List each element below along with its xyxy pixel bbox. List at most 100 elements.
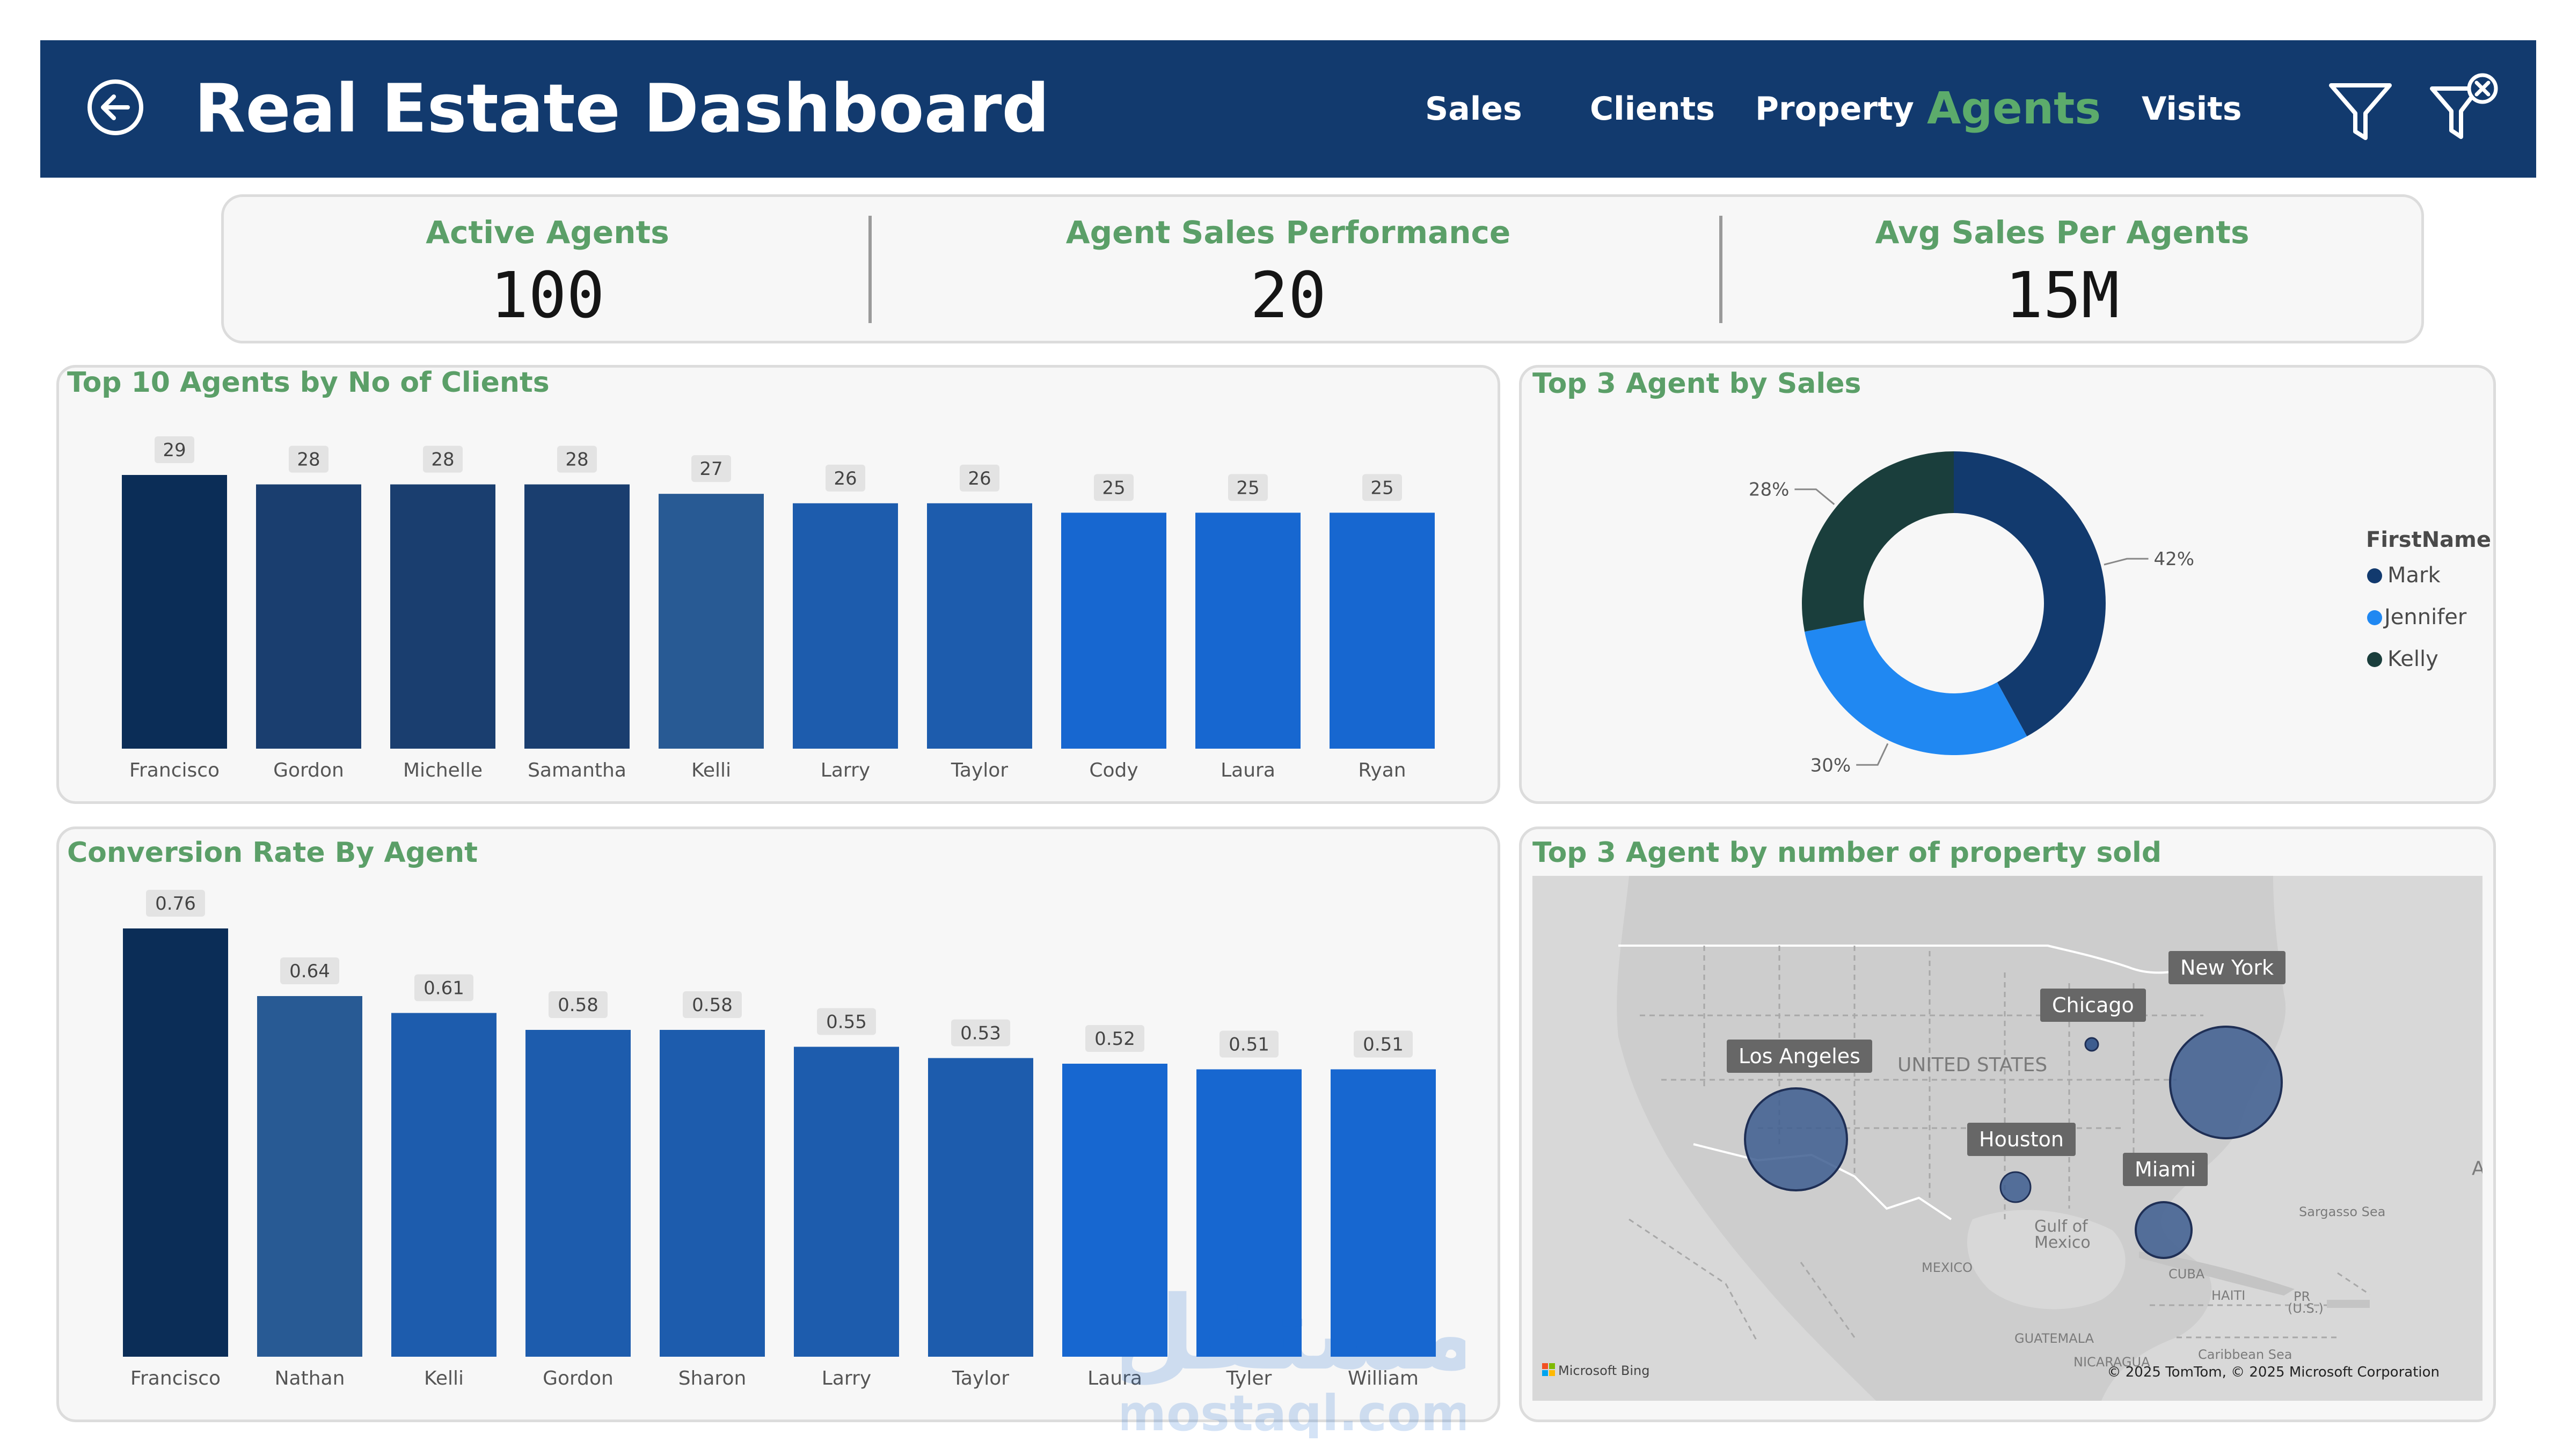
city-label-new-york: New York	[2168, 951, 2286, 984]
data-label-bg	[691, 455, 731, 482]
data-label-bg	[280, 957, 339, 984]
map-view[interactable]: New York Chicago Los Angeles Houston Mia…	[1532, 876, 2482, 1401]
category-label: Laura	[1087, 1367, 1142, 1389]
city-label-miami: Miami	[2123, 1153, 2208, 1186]
bar-laura[interactable]	[1195, 513, 1301, 749]
bar-tyler[interactable]	[1196, 1069, 1302, 1357]
map-label-cuba: CUBA	[2168, 1267, 2205, 1282]
bubble-miami[interactable]	[2135, 1201, 2193, 1259]
category-label: Cody	[1089, 759, 1138, 781]
nav-tab-property[interactable]: Property	[1755, 90, 1914, 128]
bar-sharon[interactable]	[660, 1030, 765, 1357]
category-label: Nathan	[275, 1367, 345, 1389]
bubble-houston[interactable]	[1999, 1171, 2032, 1203]
data-label-bg	[817, 1008, 876, 1035]
conversion-chart-title: Conversion Rate By Agent	[67, 837, 478, 869]
bar-william[interactable]	[1331, 1069, 1436, 1357]
data-label-bg	[414, 974, 473, 1001]
data-label-bg	[1362, 474, 1402, 501]
data-label-bg	[146, 890, 205, 917]
category-label: Kelli	[691, 759, 731, 781]
bubble-new-york[interactable]	[2169, 1026, 2283, 1139]
bar-taylor[interactable]	[927, 503, 1032, 749]
legend-title: FirstName	[2366, 528, 2491, 552]
bar-francisco[interactable]	[122, 475, 227, 749]
kpi-value-active-agents: 100	[490, 258, 605, 332]
bar-kelli[interactable]	[391, 1013, 496, 1357]
clear-filter-icon[interactable]	[2429, 72, 2501, 145]
map-label-guatemala: GUATEMALA	[2014, 1331, 2094, 1346]
slice-label: 28%	[1749, 479, 1790, 501]
data-label: 0.51	[1363, 1034, 1404, 1056]
bubble-los-angeles[interactable]	[1744, 1087, 1848, 1191]
bar-gordon[interactable]	[525, 1030, 631, 1357]
data-label-bg	[423, 445, 463, 473]
map-label-haiti: HAITI	[2211, 1288, 2246, 1303]
kpi-label-avg-sales: Avg Sales Per Agents	[1875, 214, 2250, 251]
category-label: Larry	[822, 1367, 871, 1389]
data-label: 0.52	[1094, 1028, 1135, 1050]
legend-label: Jennifer	[2384, 605, 2467, 630]
map-credit: © 2025 TomTom, © 2025 Microsoft Corporat…	[2107, 1364, 2440, 1380]
leader-line	[2104, 558, 2149, 566]
data-label: 0.61	[423, 978, 464, 999]
bar-cody[interactable]	[1061, 513, 1166, 749]
bar-larry[interactable]	[794, 1047, 899, 1357]
kpi-card	[221, 194, 2424, 343]
kpi-divider	[868, 216, 872, 323]
bar-kelli[interactable]	[659, 494, 764, 749]
category-label: Francisco	[129, 759, 220, 781]
map-basemap	[1532, 876, 2482, 1401]
category-label: Larry	[821, 759, 870, 781]
bubble-chicago[interactable]	[2084, 1037, 2099, 1052]
bar-francisco[interactable]	[123, 928, 228, 1357]
data-label-bg	[1228, 474, 1268, 501]
legend-dot	[2367, 652, 2382, 667]
slice-jennifer[interactable]	[1805, 620, 2027, 755]
data-label-bg	[289, 445, 328, 473]
filter-icon[interactable]	[2327, 78, 2394, 145]
bar-ryan[interactable]	[1330, 513, 1435, 749]
data-label-bg	[549, 991, 608, 1018]
map-title: Top 3 Agent by number of property sold	[1532, 837, 2162, 869]
map-brand: Microsoft Bing	[1558, 1363, 1650, 1378]
back-arrow-icon[interactable]	[86, 78, 145, 137]
bar-michelle[interactable]	[390, 484, 495, 749]
bar-laura[interactable]	[1062, 1064, 1167, 1357]
data-label-bg	[1094, 474, 1134, 501]
category-label: Taylor	[952, 1367, 1009, 1389]
data-label: 28	[565, 449, 588, 471]
data-label: 25	[1236, 477, 1259, 499]
data-label: 0.64	[289, 961, 330, 982]
category-label: William	[1348, 1367, 1419, 1389]
map-label-gulf-mexico: Mexico	[2034, 1233, 2091, 1252]
nav-tab-clients[interactable]: Clients	[1590, 90, 1715, 128]
bar-gordon[interactable]	[256, 484, 361, 749]
legend-item-mark[interactable]: Mark	[2367, 560, 2441, 590]
bar-samantha[interactable]	[524, 484, 630, 749]
slice-kelly[interactable]	[1802, 451, 1954, 632]
map-label-united-states: UNITED STATES	[1897, 1054, 2048, 1076]
data-label: 28	[431, 449, 454, 471]
bar-nathan[interactable]	[257, 996, 362, 1357]
legend-item-kelly[interactable]: Kelly	[2367, 644, 2438, 674]
data-label: 0.51	[1229, 1034, 1269, 1056]
bar-taylor[interactable]	[928, 1058, 1033, 1357]
nav-tab-visits[interactable]: Visits	[2142, 90, 2242, 128]
legend-label: Mark	[2387, 563, 2441, 588]
nav-tab-sales[interactable]: Sales	[1425, 90, 1522, 128]
category-label: Ryan	[1358, 759, 1406, 781]
legend-item-jennifer[interactable]: Jennifer	[2367, 602, 2466, 632]
data-label: 29	[163, 440, 186, 461]
data-label: 0.76	[155, 893, 196, 914]
data-label: 0.53	[960, 1023, 1001, 1044]
leader-line	[1794, 488, 1835, 505]
nav-tab-agents[interactable]: Agents	[1927, 83, 2101, 134]
category-label: Gordon	[543, 1367, 614, 1389]
data-label: 28	[297, 449, 320, 471]
slice-mark[interactable]	[1954, 451, 2106, 736]
bar-larry[interactable]	[793, 503, 898, 749]
data-label-bg	[1354, 1030, 1413, 1058]
category-label: Francisco	[130, 1367, 221, 1389]
map-label-sargasso: Sargasso Sea	[2299, 1204, 2386, 1219]
